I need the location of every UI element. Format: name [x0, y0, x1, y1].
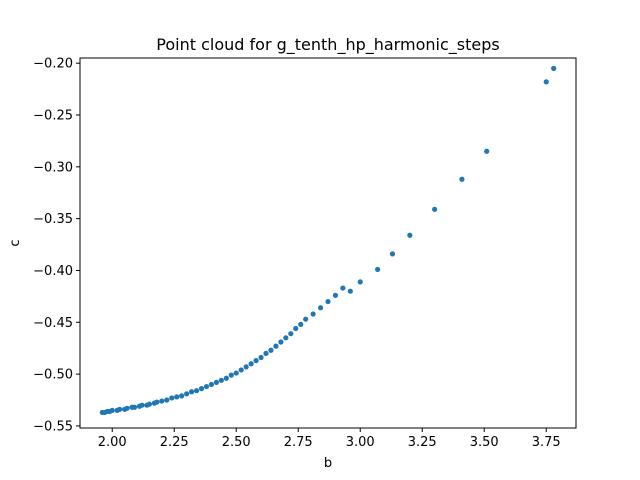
- data-point: [407, 232, 413, 238]
- data-point: [432, 206, 438, 212]
- data-point: [303, 316, 309, 322]
- data-point: [484, 148, 490, 154]
- data-point: [154, 399, 160, 405]
- data-point: [543, 79, 549, 85]
- data-point: [459, 176, 465, 182]
- y-tick-label: −0.25: [33, 109, 73, 124]
- x-tick-label: 3.25: [408, 435, 437, 450]
- y-tick-label: −0.30: [33, 160, 73, 175]
- x-tick-label: 3.00: [346, 435, 375, 450]
- data-point: [189, 389, 195, 395]
- data-point: [174, 394, 180, 400]
- data-point: [109, 407, 115, 413]
- data-point: [325, 298, 331, 305]
- y-tick-label: −0.35: [33, 212, 73, 227]
- data-point: [117, 406, 123, 412]
- data-point: [159, 398, 165, 404]
- data-point: [146, 401, 153, 407]
- data-point: [258, 354, 264, 361]
- data-point: [310, 311, 316, 317]
- data-point: [228, 372, 234, 378]
- y-tick-label: −0.40: [33, 264, 73, 279]
- data-point: [332, 292, 339, 298]
- data-point: [213, 379, 219, 385]
- y-axis-label: c: [8, 239, 23, 246]
- data-point: [218, 377, 224, 383]
- chart-title: Point cloud for g_tenth_hp_harmonic_step…: [156, 35, 499, 55]
- data-point: [208, 381, 215, 388]
- y-tick-label: −0.20: [33, 57, 73, 72]
- data-point: [317, 305, 324, 311]
- data-point: [298, 321, 304, 327]
- data-point: [243, 364, 249, 370]
- data-point: [273, 343, 279, 349]
- data-point: [179, 393, 185, 399]
- data-point: [193, 388, 200, 394]
- data-point: [233, 370, 239, 376]
- x-tick-label: 3.50: [470, 435, 499, 450]
- x-axis-label: b: [324, 456, 332, 471]
- data-point: [268, 347, 274, 353]
- y-tick-label: −0.45: [33, 316, 73, 331]
- data-point: [164, 397, 170, 403]
- data-point: [278, 339, 284, 345]
- data-points: [99, 65, 557, 416]
- y-tick-label: −0.55: [33, 419, 73, 434]
- data-point: [263, 350, 269, 356]
- data-point: [283, 335, 289, 341]
- data-point: [223, 375, 229, 381]
- data-point: [357, 279, 363, 285]
- data-point: [131, 404, 138, 410]
- data-point: [248, 361, 254, 367]
- x-axis-ticks: 2.00 2.25 2.50 2.75 3.00 3.25 3.50 3.75: [98, 428, 561, 450]
- x-tick-label: 2.50: [222, 435, 251, 450]
- data-point: [169, 395, 175, 401]
- data-point: [184, 391, 190, 397]
- x-tick-label: 2.00: [98, 435, 127, 450]
- x-tick-label: 2.75: [284, 435, 313, 450]
- data-point: [198, 386, 205, 392]
- plot-frame: [79, 57, 577, 429]
- data-point: [203, 383, 210, 390]
- x-tick-label: 2.25: [160, 435, 189, 450]
- data-point: [551, 65, 557, 71]
- data-point: [389, 251, 396, 257]
- data-point: [124, 405, 130, 411]
- data-point: [293, 325, 299, 332]
- data-point: [253, 358, 259, 364]
- data-point: [238, 367, 244, 373]
- data-point: [340, 285, 346, 291]
- y-tick-label: −0.50: [33, 368, 73, 383]
- y-axis-ticks: −0.55 −0.50 −0.45 −0.40 −0.35 −0.30 −0.25 −0.20: [33, 57, 80, 434]
- data-point: [288, 331, 294, 337]
- data-point: [375, 266, 381, 273]
- data-point: [139, 402, 145, 408]
- x-tick-label: 3.75: [532, 435, 561, 450]
- data-point: [347, 288, 353, 294]
